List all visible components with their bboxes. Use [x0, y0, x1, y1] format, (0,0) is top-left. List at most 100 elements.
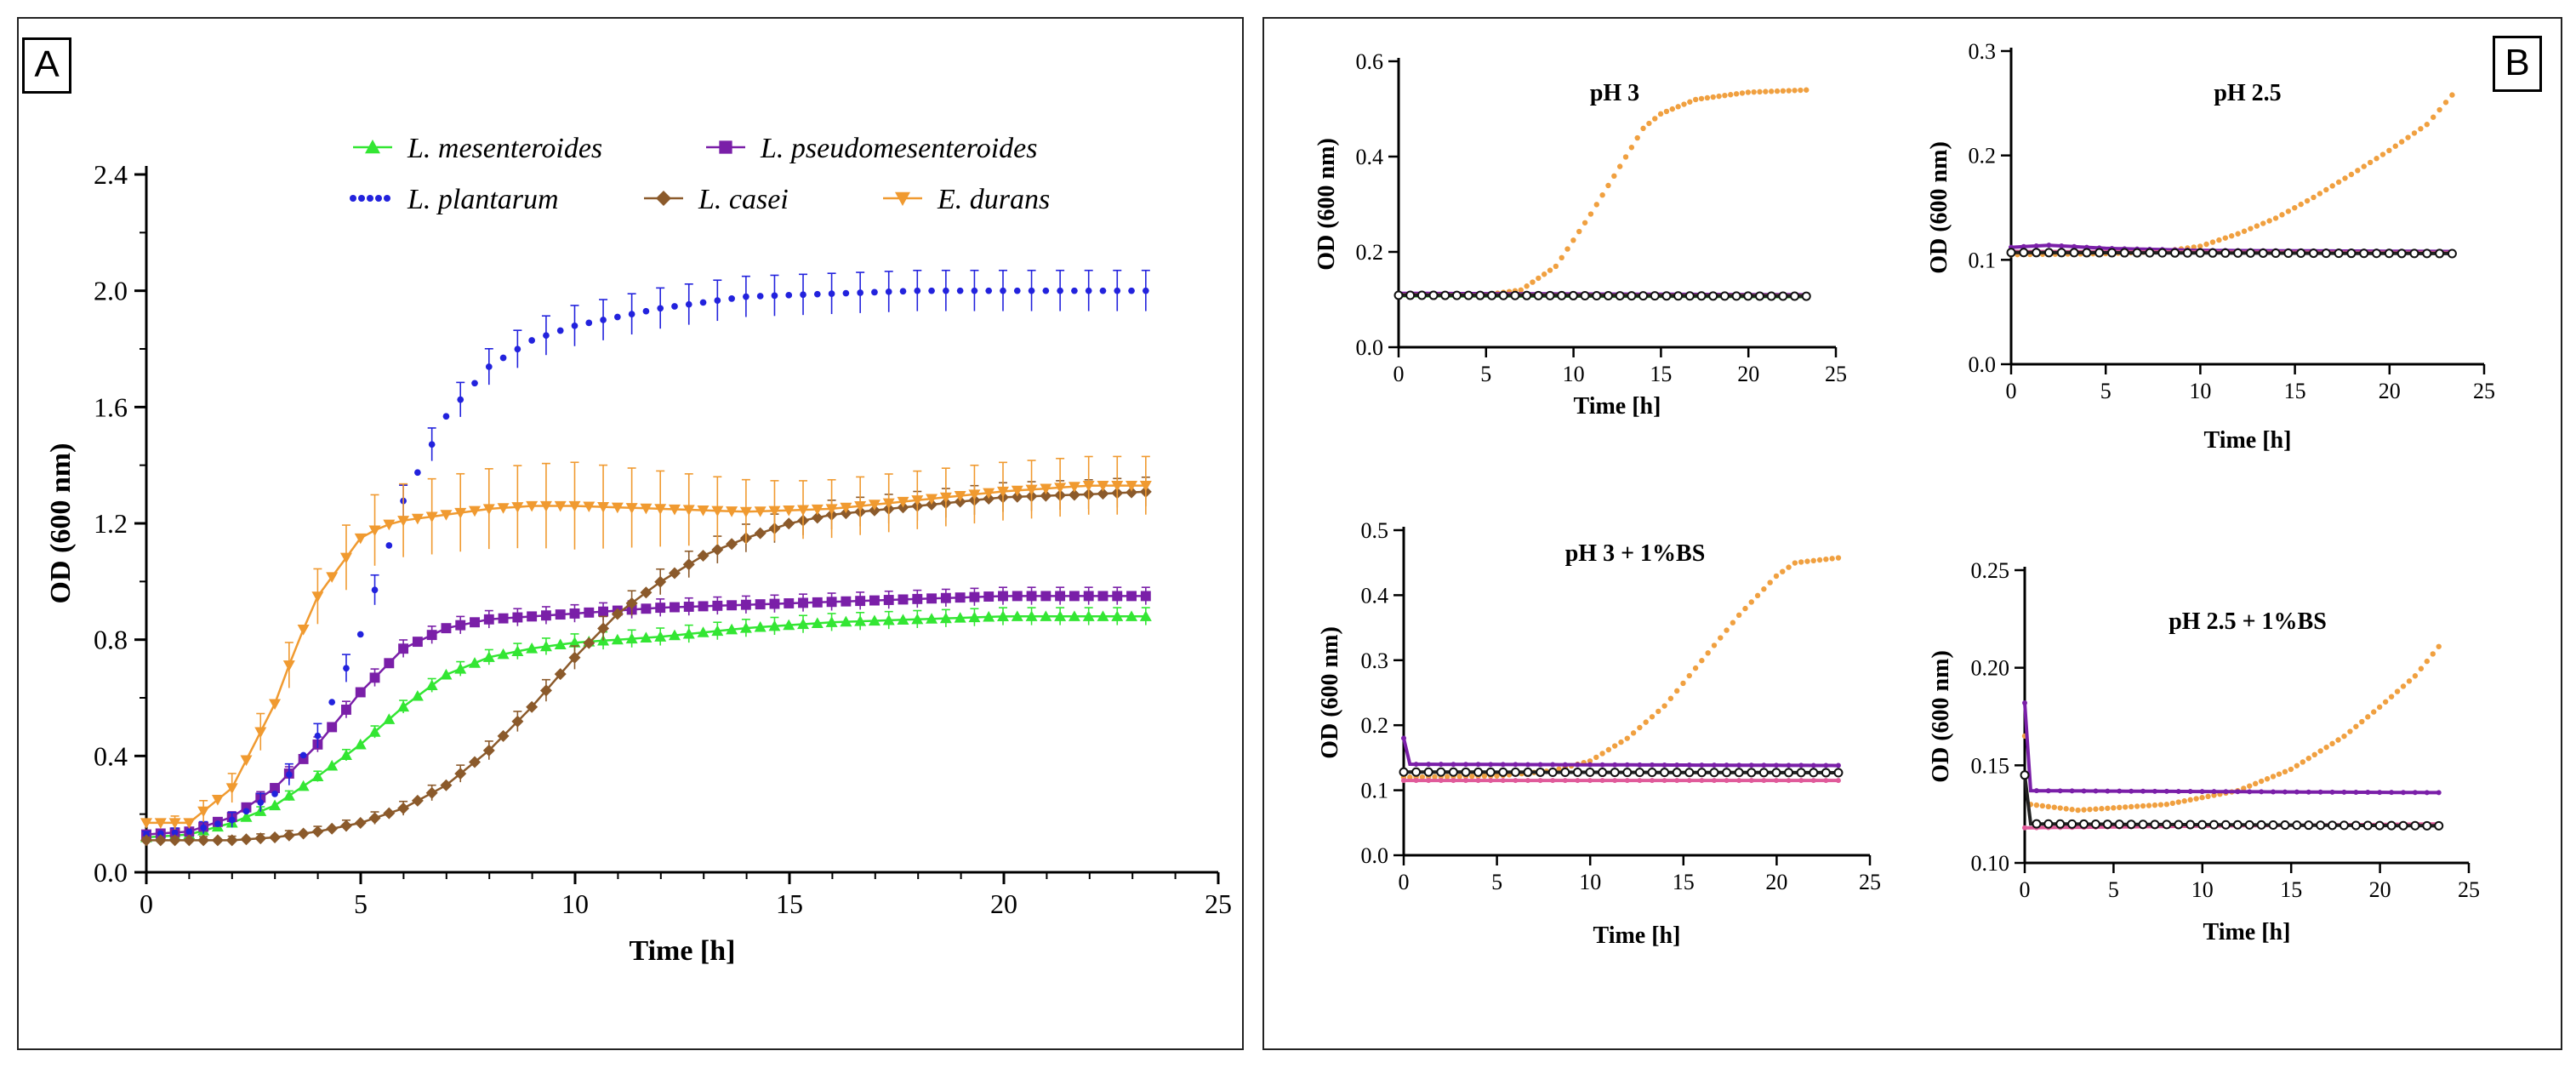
chart-b3-point [1835, 555, 1842, 561]
chart-b4-y-tick-label: 0.10 [1971, 851, 2010, 876]
chart-a-point [383, 519, 396, 531]
chart-b4-point [2069, 788, 2075, 794]
chart-a-point [343, 665, 350, 672]
chart-a-point [497, 648, 510, 660]
chart-b4-point [2151, 802, 2158, 808]
chart-a-point [956, 287, 964, 294]
chart-b1-point [1792, 88, 1798, 94]
chart-a-legend: L. mesenteroides L. pseudomesenteroides L.… [350, 133, 1050, 215]
legend-label-e-durans: E. durans [937, 184, 1050, 215]
chart-a-point [1025, 610, 1038, 621]
chart-a-point [485, 363, 493, 370]
chart-b3-point [1747, 768, 1757, 778]
chart-b4-point [2252, 780, 2259, 787]
chart-b4-point [2022, 700, 2027, 705]
chart-b2-point [2308, 248, 2318, 259]
chart-a-point [625, 597, 638, 609]
chart-a-point [584, 607, 595, 618]
chart-b3-point [1556, 766, 1562, 773]
chart-b3-point [1684, 768, 1695, 778]
chart-b2-point [2405, 134, 2411, 140]
chart-a-y-tick-label: 1.6 [94, 391, 128, 422]
chart-b2-x-axis-title: Time [h] [2204, 427, 2292, 454]
chart-a-point [511, 645, 524, 657]
chart-b4-point [2129, 788, 2134, 794]
legend-swatch [375, 195, 382, 202]
chart-a-point [1114, 287, 1121, 294]
chart-b2-point [2195, 248, 2205, 258]
chart-a-point [414, 469, 421, 477]
chart-b2-point [2197, 243, 2203, 249]
chart-b3-point [1485, 767, 1496, 777]
chart-b2-point [2271, 248, 2281, 258]
chart-a-point [955, 592, 966, 603]
chart-b2-point [2361, 163, 2367, 169]
chart-b4-point [2270, 774, 2277, 780]
chart-a-point [985, 287, 993, 294]
chart-a-point [497, 729, 510, 742]
chart-b1-x-tick-label: 25 [1825, 362, 1847, 386]
chart-b2-point [2209, 239, 2216, 245]
chart-a-point [943, 287, 949, 294]
chart-a-point [926, 613, 938, 624]
chart-b2-x-tick-label: 10 [2189, 379, 2211, 403]
chart-b2-point [2304, 197, 2311, 204]
chart-a-point [813, 290, 821, 298]
chart-a-point [1054, 610, 1067, 621]
chart-a-point [569, 608, 580, 619]
chart-b2-point [2386, 147, 2392, 154]
chart-b4-y-tick-label: 0.25 [1971, 558, 2010, 583]
chart-b1-point [1564, 246, 1570, 252]
chart-b4-point [2051, 804, 2057, 810]
chart-b3-y-tick-label: 0.0 [1361, 843, 1389, 868]
chart-b4-point [2362, 820, 2373, 831]
chart-b3-point [1444, 774, 1450, 780]
chart-b2-point [2266, 218, 2272, 224]
chart-a-series-e-durans [140, 455, 1152, 830]
chart-b4-point [2259, 789, 2265, 795]
chart-b1-point [1524, 283, 1530, 289]
chart-b3-point [1722, 768, 1732, 778]
chart-b3-x-tick-label: 5 [1491, 870, 1502, 894]
chart-b3-point [1699, 762, 1705, 768]
chart-b2-point [2392, 143, 2398, 149]
chart-a-point [811, 511, 824, 524]
chart-b3-point [1711, 762, 1717, 768]
chart-b3-point [1599, 778, 1605, 784]
chart-b3-point [1796, 768, 1806, 778]
chart-b3-point [1407, 774, 1413, 780]
chart-b3-series-e-durans [1400, 555, 1842, 780]
chart-a-point [784, 598, 795, 608]
chart-b1-point [1553, 263, 1559, 270]
chart-a-point [726, 538, 738, 551]
chart-a-point [655, 603, 666, 614]
chart-b4-point [2305, 789, 2311, 795]
chart-b3-point [1481, 773, 1488, 780]
chart-b2-point [2019, 248, 2029, 258]
chart-a-point [640, 503, 653, 515]
chart-b3-point [1711, 778, 1717, 784]
chart-b3-point [1475, 762, 1481, 768]
chart-a-point [1126, 610, 1138, 621]
chart-a-point [411, 794, 424, 807]
chart-b2-point [2220, 248, 2231, 258]
chart-b2-point [2254, 223, 2260, 229]
chart-a-point [242, 808, 250, 815]
chart-b3-point [1461, 767, 1471, 777]
chart-b1-point [1451, 290, 1462, 300]
chart-a-point [183, 834, 196, 847]
chart-a-point [355, 687, 366, 698]
chart-b1-point [1798, 87, 1804, 94]
chart-a-point [568, 651, 581, 664]
chart-b4-point [2316, 820, 2326, 831]
chart-b1-point [1616, 163, 1623, 169]
legend-label-l-mesenteroides: L. mesenteroides [407, 133, 602, 164]
chart-a-point [954, 612, 966, 623]
chart-b4-point [2365, 790, 2371, 796]
chart-b1-x-tick-label: 10 [1563, 362, 1585, 386]
chart-a-point [854, 500, 867, 512]
chart-b3-point [1661, 762, 1667, 768]
panel-a-label: A [22, 37, 71, 94]
chart-b3-point [1773, 778, 1779, 784]
